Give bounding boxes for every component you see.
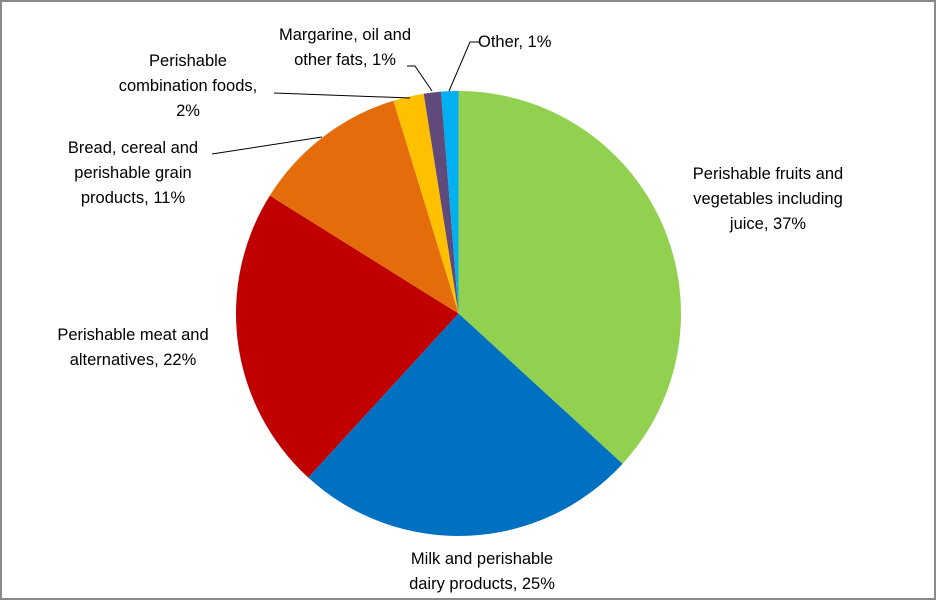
leader-line-bread	[211, 136, 323, 155]
label-meat-alternatives: Perishable meat and alternatives, 22%	[57, 326, 209, 369]
pie-slice-milk-and-perishable-dairy-products	[308, 313, 623, 536]
pie-slice-bread-cereal-and-perishable-grain-products	[269, 100, 459, 314]
label-bread-cereal: Bread, cereal and perishable grain produ…	[67, 139, 199, 207]
label-margarine-oil-fats: Margarine, oil and other fats, 1%	[278, 26, 412, 69]
pie-slices	[236, 91, 681, 536]
pie-slice-perishable-fruits-and-vegetables-including-juice	[458, 91, 681, 464]
pie-slice-other	[441, 91, 459, 314]
pie-slice-margarine-oil-and-other-fats	[423, 91, 459, 314]
label-combination-foods: Perishable combination foods, 2%	[118, 52, 258, 120]
pie-slice-perishable-meat-and-alternatives	[236, 195, 459, 478]
label-fruits-vegetables: Perishable fruits and vegetables includi…	[692, 165, 844, 233]
leader-line-margarine	[407, 65, 433, 92]
label-other: Other, 1%	[478, 33, 552, 51]
leader-lines	[211, 41, 479, 155]
leader-line-other	[448, 41, 479, 92]
leader-line-combination	[273, 92, 411, 99]
pie-slice-perishable-combination-foods	[393, 93, 459, 314]
label-milk-dairy: Milk and perishable dairy products, 25%	[409, 550, 555, 593]
